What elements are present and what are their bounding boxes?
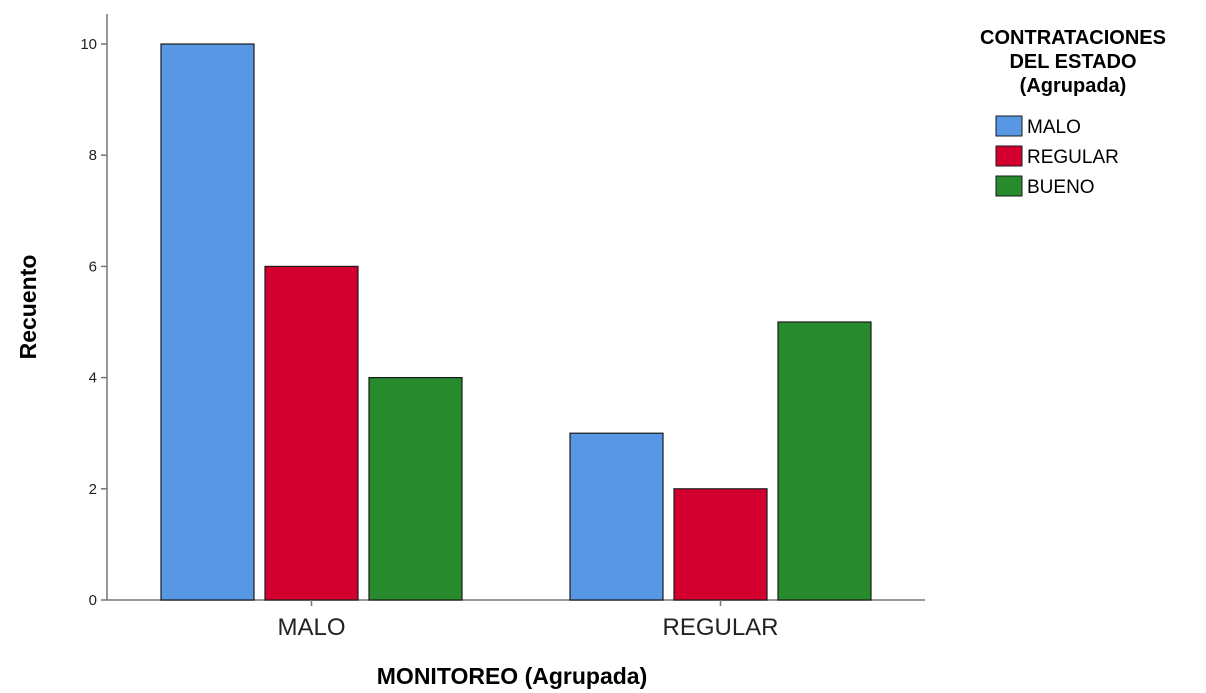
legend-title-line-1: CONTRATACIONES [980,27,1166,49]
y-tick-label: 2 [89,481,97,498]
legend-label: REGULAR [1027,147,1119,168]
y-tick-label: 8 [89,147,97,164]
x-axis-title: MONITOREO (Agrupada) [377,663,647,689]
legend-title-line-2: DEL ESTADO [1009,51,1136,73]
legend-swatch [995,175,1023,197]
y-tick-group: 0 2 4 6 8 10 [80,36,107,609]
legend: CONTRATACIONES DEL ESTADO (Agrupada) MAL… [980,27,1166,198]
y-axis-title: Recuento [15,255,41,360]
legend-swatch [995,145,1023,167]
legend-swatch [995,115,1023,137]
y-tick-label: 6 [89,258,97,275]
legend-title-line-3: (Agrupada) [1020,75,1127,97]
bar [160,43,255,601]
legend-items: MALO REGULAR BUENO [995,115,1119,198]
y-tick-label: 4 [89,370,97,387]
bar-group [160,43,872,601]
bar [569,432,664,601]
x-category-group: MALO REGULAR [277,600,779,641]
y-tick-label: 10 [80,36,97,53]
legend-label: BUENO [1027,177,1095,198]
legend-label: MALO [1027,117,1081,138]
bar [777,321,872,601]
bar [368,377,463,601]
y-tick-label: 0 [89,592,97,609]
x-tick-label: MALO [277,614,345,641]
x-tick-label: REGULAR [662,614,778,641]
bar [264,265,359,601]
bar [673,488,768,601]
